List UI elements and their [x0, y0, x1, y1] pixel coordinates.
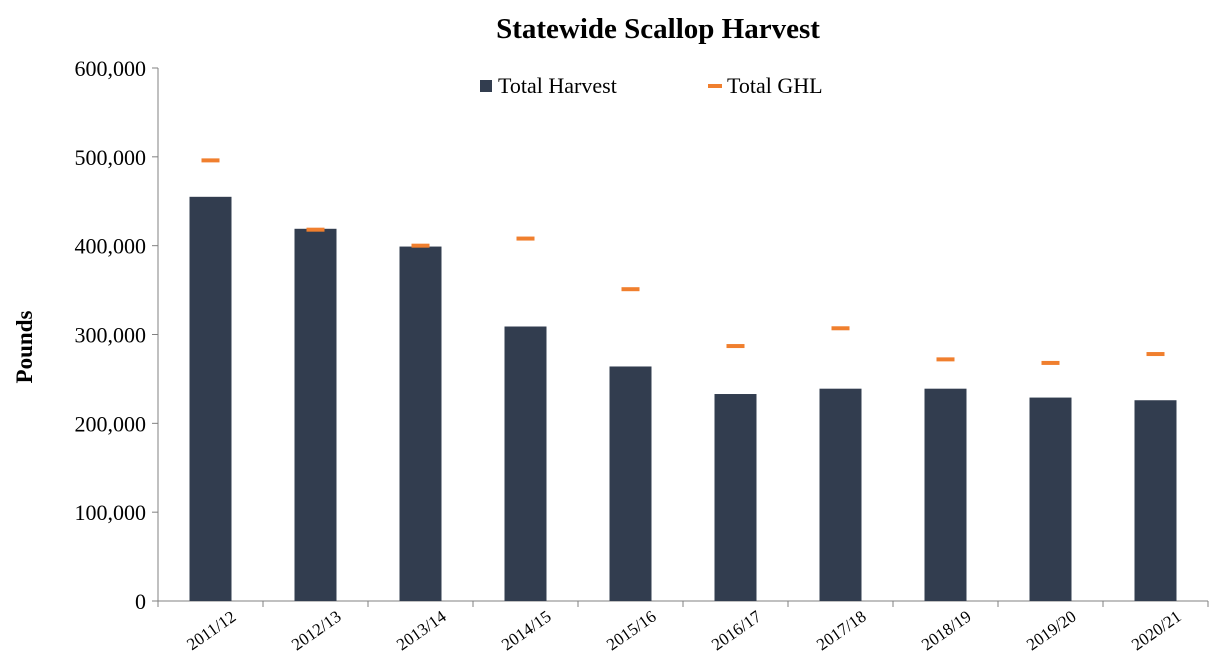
bar-total-harvest	[189, 196, 232, 601]
legend-swatch-total-harvest	[480, 80, 492, 92]
legend-label-total-harvest: Total Harvest	[498, 73, 617, 98]
marker-total-ghl	[831, 326, 850, 331]
bar-total-harvest	[1134, 400, 1177, 601]
y-tick-label: 500,000	[75, 145, 147, 170]
marker-total-ghl	[936, 357, 955, 362]
y-tick-label: 300,000	[75, 323, 147, 348]
marker-total-ghl	[516, 236, 535, 241]
markers-group	[201, 158, 1165, 365]
legend-label-total-ghl: Total GHL	[727, 73, 823, 98]
marker-total-ghl	[411, 243, 430, 248]
x-tick-label: 2011/12	[183, 607, 239, 654]
bar-total-harvest	[294, 228, 337, 601]
legend-swatch-total-ghl	[708, 84, 722, 88]
marker-total-ghl	[1041, 360, 1060, 365]
bar-total-harvest	[819, 388, 862, 601]
bar-total-harvest	[504, 326, 547, 601]
bar-total-harvest	[399, 246, 442, 601]
bar-total-harvest	[1029, 397, 1072, 601]
y-tick-label: 0	[135, 589, 146, 614]
x-tick-label: 2014/15	[498, 607, 555, 655]
marker-total-ghl	[726, 344, 745, 349]
bar-total-harvest	[714, 394, 757, 601]
y-tick-label: 100,000	[75, 500, 147, 525]
bar-total-harvest	[924, 388, 967, 601]
marker-total-ghl	[201, 158, 220, 163]
x-tick-label: 2013/14	[393, 606, 450, 654]
x-tick-label: 2017/18	[813, 607, 870, 655]
x-tick-label: 2016/17	[708, 606, 765, 654]
y-tick-label: 600,000	[75, 56, 147, 81]
bars-group	[189, 196, 1177, 601]
marker-total-ghl	[1146, 352, 1165, 357]
x-tick-label: 2020/21	[1128, 607, 1185, 655]
bar-total-harvest	[609, 366, 652, 601]
marker-total-ghl	[621, 287, 640, 292]
y-axis-label: Pounds	[12, 311, 37, 384]
x-tick-label: 2019/20	[1023, 607, 1080, 655]
x-tick-label: 2015/16	[603, 607, 660, 655]
marker-total-ghl	[306, 227, 325, 232]
x-tick-label: 2012/13	[288, 607, 345, 655]
chart-title: Statewide Scallop Harvest	[496, 13, 820, 45]
legend: Total Harvest Total GHL	[480, 73, 823, 98]
y-tick-label: 200,000	[75, 411, 147, 436]
y-tick-label: 400,000	[75, 234, 147, 259]
x-tick-label: 2018/19	[918, 607, 975, 655]
